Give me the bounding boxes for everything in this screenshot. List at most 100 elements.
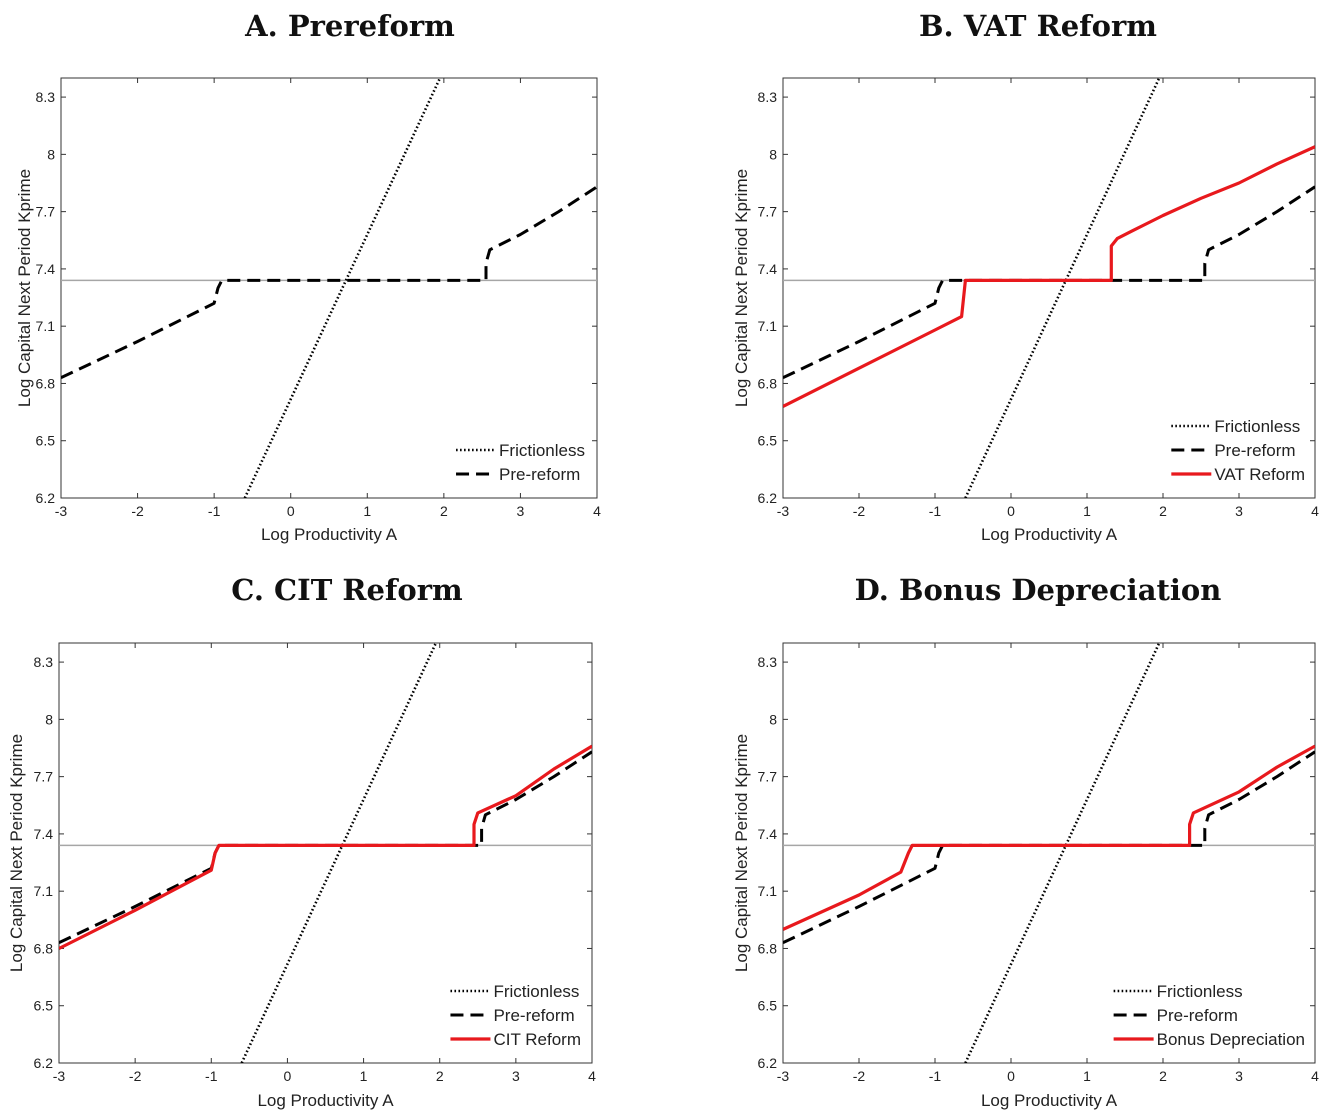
y-tick-label: 6.8 (758, 375, 778, 391)
legend-label: Bonus Depreciation (1157, 1030, 1305, 1049)
y-tick-label: 7.1 (758, 318, 778, 334)
y-tick-label: 8.3 (34, 654, 54, 670)
legend-label: Frictionless (1157, 982, 1243, 1001)
legend-label: Frictionless (1214, 417, 1300, 436)
x-tick-label: -2 (129, 1068, 142, 1084)
y-tick-label: 7.7 (758, 204, 778, 220)
series-line-frictionless (964, 78, 1161, 498)
legend-label: VAT Reform (1214, 465, 1305, 484)
y-tick-label: 7.7 (34, 769, 54, 785)
y-tick-label: 6.2 (34, 1055, 54, 1071)
series-line-frictionless (964, 643, 1161, 1063)
x-tick-label: 4 (593, 503, 601, 519)
y-tick-label: 6.2 (758, 490, 778, 506)
plot-area (59, 643, 592, 1063)
x-axis-label: Log Productivity A (257, 1091, 394, 1110)
legend-label: Pre-reform (493, 1006, 574, 1025)
plot-area (783, 78, 1315, 498)
y-tick-label: 7.1 (34, 883, 54, 899)
y-tick-label: 7.4 (34, 826, 54, 842)
series-line-frictionless (243, 78, 442, 498)
chart-title: D. Bonus Depreciation (855, 573, 1222, 607)
plot-frame (58, 642, 593, 1064)
x-tick-label: 0 (1007, 503, 1015, 519)
y-tick-label: 7.7 (758, 769, 778, 785)
y-tick-label: 6.8 (36, 375, 56, 391)
chart-title: B. VAT Reform (919, 9, 1157, 43)
y-axis-label: Log Capital Next Period Kprime (732, 734, 751, 972)
x-tick-label: -2 (131, 503, 144, 519)
y-tick-label: 7.4 (758, 261, 778, 277)
x-tick-label: 2 (440, 503, 448, 519)
y-tick-label: 8.3 (36, 89, 56, 105)
plot-frame (60, 77, 598, 499)
plot-frame (782, 642, 1316, 1064)
y-tick-label: 6.2 (758, 1055, 778, 1071)
x-tick-label: 2 (1159, 503, 1167, 519)
series-line-pre-reform (59, 750, 592, 945)
series-line-vat-reform (783, 145, 1315, 408)
x-tick-label: 0 (287, 503, 295, 519)
legend-label: Pre-reform (1214, 441, 1295, 460)
y-tick-label: 6.8 (34, 940, 54, 956)
y-tick-label: 8 (769, 711, 777, 727)
legend-label: CIT Reform (493, 1030, 581, 1049)
y-tick-label: 6.8 (758, 940, 778, 956)
y-tick-label: 6.5 (758, 433, 778, 449)
y-tick-label: 8 (45, 711, 53, 727)
x-tick-label: -3 (777, 1068, 790, 1084)
y-tick-label: 6.5 (36, 433, 56, 449)
y-tick-label: 8 (47, 146, 55, 162)
y-tick-label: 7.1 (36, 318, 56, 334)
x-tick-label: -2 (853, 503, 866, 519)
plot-area (61, 78, 597, 498)
legend-label: Frictionless (499, 441, 585, 460)
x-tick-label: -3 (777, 503, 790, 519)
x-tick-label: 1 (360, 1068, 368, 1084)
y-tick-label: 8 (769, 146, 777, 162)
x-tick-label: 1 (1083, 1068, 1091, 1084)
x-tick-label: 1 (363, 503, 371, 519)
x-tick-label: 2 (436, 1068, 444, 1084)
series-line-pre-reform (61, 185, 597, 380)
x-tick-label: -1 (205, 1068, 218, 1084)
plot-area (783, 643, 1315, 1063)
chart-title: A. Prereform (244, 9, 455, 43)
y-axis-label: Log Capital Next Period Kprime (7, 734, 26, 972)
y-tick-label: 8.3 (758, 654, 778, 670)
y-tick-label: 7.7 (36, 204, 56, 220)
x-tick-label: -2 (853, 1068, 866, 1084)
series-line-frictionless (240, 643, 438, 1063)
y-tick-label: 6.5 (758, 998, 778, 1014)
x-tick-label: 0 (1007, 1068, 1015, 1084)
x-tick-label: 3 (1235, 1068, 1243, 1084)
x-tick-label: 4 (1311, 1068, 1319, 1084)
chart-panel-4: D. Bonus Depreciation -3 -2 -1 0 1 2 3 4 6.2 6.5 6.… (732, 573, 1319, 1110)
x-tick-label: -1 (208, 503, 221, 519)
chart-panel-2: B. VAT Reform -3 -2 -1 0 1 2 3 4 6.2 6.5 6.8 7.1 7.4 7… (732, 9, 1319, 544)
x-tick-label: 3 (512, 1068, 520, 1084)
x-tick-label: 2 (1159, 1068, 1167, 1084)
x-tick-label: 4 (1311, 503, 1319, 519)
y-axis-label: Log Capital Next Period Kprime (732, 169, 751, 407)
x-tick-label: -1 (929, 1068, 942, 1084)
chart-title: C. CIT Reform (231, 573, 463, 607)
x-tick-label: 3 (517, 503, 525, 519)
x-axis-label: Log Productivity A (981, 525, 1118, 544)
y-tick-label: 7.4 (36, 261, 56, 277)
y-tick-label: 8.3 (758, 89, 778, 105)
y-tick-label: 7.4 (758, 826, 778, 842)
x-tick-label: 0 (284, 1068, 292, 1084)
legend-label: Pre-reform (499, 465, 580, 484)
legend-label: Frictionless (493, 982, 579, 1001)
legend-label: Pre-reform (1157, 1006, 1238, 1025)
chart-panel-1: A. Prereform -3 -2 -1 0 1 2 3 4 6.2 6.5 6.8 7.1 7.4 7.… (15, 9, 601, 544)
plot-frame (782, 77, 1316, 499)
x-tick-label: 4 (588, 1068, 596, 1084)
x-tick-label: 1 (1083, 503, 1091, 519)
x-axis-label: Log Productivity A (981, 1091, 1118, 1110)
series-line-pre-reform (783, 185, 1315, 380)
x-axis-label: Log Productivity A (261, 525, 398, 544)
series-line-pre-reform (783, 750, 1315, 945)
